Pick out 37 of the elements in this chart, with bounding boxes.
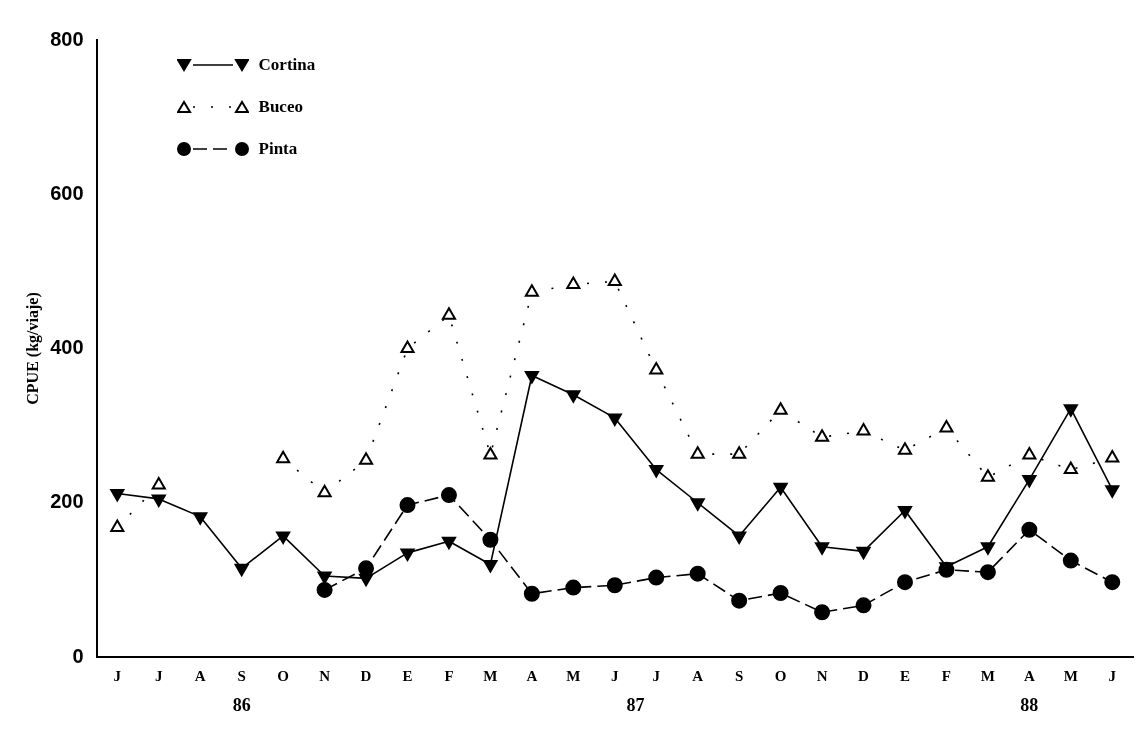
x-tick-label: O xyxy=(277,667,289,684)
x-tick-label: S xyxy=(237,667,246,684)
x-tick-label: N xyxy=(816,667,828,684)
x-tick-label: D xyxy=(360,667,372,684)
x-tick-label: M xyxy=(1063,667,1078,684)
x-tick-label: N xyxy=(319,667,331,684)
x-tick-label: O xyxy=(774,667,787,684)
y-tick-label: 200 xyxy=(50,490,84,513)
x-tick-label: E xyxy=(402,667,413,684)
x-tick-label: M xyxy=(483,667,498,684)
y-axis-title: CPUE (kg/viaje) xyxy=(23,292,42,405)
text: 88 xyxy=(1020,694,1039,715)
text: 87 xyxy=(626,694,645,715)
x-tick-label: M xyxy=(566,667,581,684)
x-tick-label: A xyxy=(1023,667,1035,684)
x-tick-label: A xyxy=(194,667,206,684)
y-tick-label: 600 xyxy=(50,181,84,204)
x-tick-label: J xyxy=(611,667,620,684)
x-tick-label: J xyxy=(1108,667,1117,684)
x-tick-label: F xyxy=(444,667,454,684)
legend-label: Pinta xyxy=(258,139,298,159)
y-tick-label: 400 xyxy=(50,336,84,359)
y-tick-label: 0 xyxy=(72,644,84,667)
x-tick-label: D xyxy=(858,667,870,684)
x-tick-label: E xyxy=(899,667,910,684)
y-tick-label: 800 xyxy=(50,27,84,50)
x-tick-label: S xyxy=(734,667,744,684)
x-tick-label: A xyxy=(692,667,704,684)
x-tick-label: J xyxy=(155,667,163,684)
text: 86 xyxy=(232,694,251,715)
x-tick-label: M xyxy=(980,667,995,684)
x-tick-label: A xyxy=(526,667,538,684)
x-tick-label: F xyxy=(941,667,952,684)
legend-label: Buceo xyxy=(258,97,303,117)
x-tick-label: J xyxy=(113,667,122,684)
x-tick-label: J xyxy=(652,667,661,684)
legend-label: Cortina xyxy=(258,55,316,75)
